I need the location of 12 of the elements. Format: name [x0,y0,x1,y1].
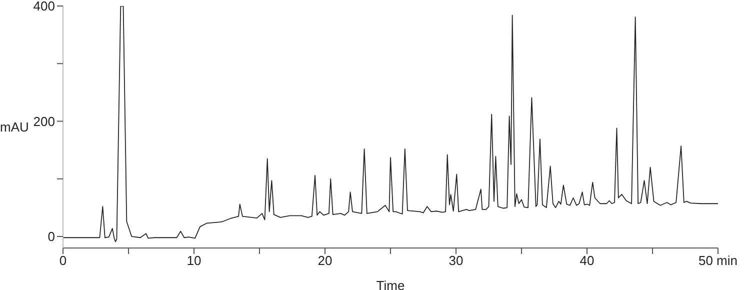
y-tick-label: 400 [33,0,55,14]
x-tick-label: 40 [580,253,594,268]
x-tick-label: 50 min [698,253,738,268]
y-tick-label: 200 [33,114,55,129]
x-tick-label: 10 [186,253,202,268]
x-tick-label: 0 [59,253,67,268]
line-series [63,6,718,242]
x-tick-label: 30 [448,253,464,268]
y-tick-label: 0 [48,229,55,244]
x-tick-label: 20 [318,253,332,268]
y-axis-title: mAU [0,120,29,135]
x-axis-title: Time [376,278,405,290]
